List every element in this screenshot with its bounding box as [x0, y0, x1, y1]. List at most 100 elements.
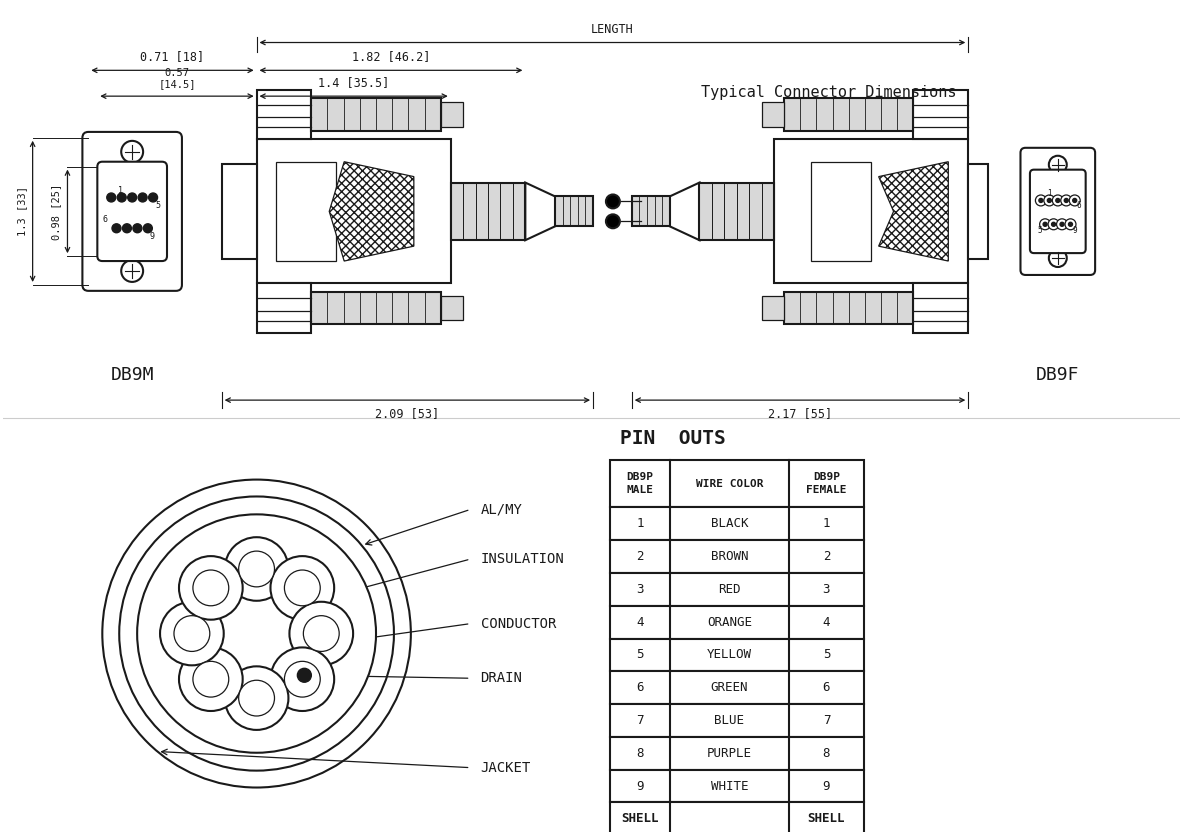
Polygon shape — [329, 162, 414, 261]
Bar — [762, 103, 784, 127]
Circle shape — [1039, 199, 1043, 202]
Circle shape — [1056, 219, 1067, 230]
Text: DB9M: DB9M — [110, 367, 154, 384]
Circle shape — [284, 570, 321, 605]
Circle shape — [606, 215, 620, 228]
Bar — [774, 139, 968, 283]
Text: 9: 9 — [1073, 226, 1077, 235]
Text: CONDUCTOR: CONDUCTOR — [480, 616, 556, 630]
Text: DB9P
FEMALE: DB9P FEMALE — [806, 473, 847, 495]
Bar — [441, 103, 463, 127]
Circle shape — [112, 224, 121, 233]
Text: 6: 6 — [1077, 201, 1081, 210]
Circle shape — [1069, 195, 1080, 206]
Text: 1.3 [33]: 1.3 [33] — [17, 186, 27, 236]
Text: 8: 8 — [822, 746, 830, 760]
Text: 1: 1 — [636, 518, 644, 530]
Bar — [968, 164, 988, 259]
Text: PURPLE: PURPLE — [707, 746, 752, 760]
FancyBboxPatch shape — [97, 162, 167, 261]
Text: LENGTH: LENGTH — [592, 23, 634, 36]
Circle shape — [1053, 195, 1064, 206]
Text: 1.82 [46.2]: 1.82 [46.2] — [351, 50, 431, 63]
Text: 9: 9 — [822, 780, 830, 792]
Text: 2: 2 — [822, 550, 830, 563]
Circle shape — [1047, 199, 1052, 202]
Text: 7: 7 — [636, 714, 644, 727]
Bar — [913, 283, 968, 333]
Polygon shape — [525, 183, 555, 240]
Text: 9: 9 — [636, 780, 644, 792]
Bar — [610, 639, 864, 671]
Circle shape — [160, 602, 224, 665]
Polygon shape — [670, 183, 699, 240]
Circle shape — [271, 556, 334, 620]
Circle shape — [193, 661, 228, 697]
Circle shape — [137, 514, 376, 753]
Text: WIRE COLOR: WIRE COLOR — [696, 478, 763, 488]
Circle shape — [1035, 195, 1046, 206]
Circle shape — [225, 666, 289, 730]
Circle shape — [119, 497, 394, 771]
Circle shape — [290, 602, 353, 665]
Text: 5: 5 — [636, 649, 644, 661]
Text: JACKET: JACKET — [480, 761, 531, 775]
Text: 8: 8 — [636, 746, 644, 760]
Bar — [699, 183, 774, 240]
Circle shape — [239, 681, 274, 716]
Circle shape — [1049, 249, 1067, 267]
Bar — [311, 99, 441, 130]
Text: 1: 1 — [118, 185, 123, 195]
Circle shape — [1055, 199, 1060, 202]
Circle shape — [1073, 199, 1077, 202]
Text: ORANGE: ORANGE — [707, 615, 752, 629]
Circle shape — [102, 479, 411, 787]
Text: SHELL: SHELL — [621, 812, 659, 825]
Text: 2.17 [55]: 2.17 [55] — [768, 407, 832, 420]
Text: 0.98 [25]: 0.98 [25] — [52, 183, 62, 240]
Text: 1.4 [35.5]: 1.4 [35.5] — [318, 76, 389, 89]
FancyBboxPatch shape — [83, 132, 182, 291]
Circle shape — [1043, 222, 1047, 226]
Circle shape — [271, 647, 334, 711]
Text: 1: 1 — [1047, 190, 1052, 199]
Bar — [610, 736, 864, 770]
Circle shape — [303, 615, 340, 651]
Circle shape — [106, 193, 116, 202]
Text: SHELL: SHELL — [808, 812, 845, 825]
Circle shape — [1065, 219, 1077, 230]
Bar — [610, 704, 864, 736]
Circle shape — [121, 260, 143, 282]
Circle shape — [239, 551, 274, 587]
FancyBboxPatch shape — [1021, 148, 1095, 275]
Bar — [610, 508, 864, 540]
Text: WHITE: WHITE — [711, 780, 748, 792]
Circle shape — [143, 224, 153, 233]
Text: 2.09 [53]: 2.09 [53] — [375, 407, 439, 420]
Circle shape — [1043, 195, 1055, 206]
Text: 6: 6 — [822, 681, 830, 694]
Text: DRAIN: DRAIN — [480, 671, 523, 686]
Bar — [441, 296, 463, 321]
Bar — [451, 183, 525, 240]
Circle shape — [179, 647, 243, 711]
Bar — [610, 770, 864, 802]
Text: Typical Connector Dimensions: Typical Connector Dimensions — [702, 84, 957, 99]
Circle shape — [149, 193, 157, 202]
Circle shape — [1040, 219, 1051, 230]
Text: 6: 6 — [103, 215, 108, 225]
Text: 7: 7 — [822, 714, 830, 727]
Text: 5: 5 — [155, 201, 160, 210]
Circle shape — [225, 537, 289, 600]
Bar — [257, 139, 451, 283]
Text: DB9P
MALE: DB9P MALE — [626, 473, 653, 495]
Bar — [610, 671, 864, 704]
Text: INSULATION: INSULATION — [480, 552, 564, 566]
Text: YELLOW: YELLOW — [707, 649, 752, 661]
Bar — [311, 292, 441, 324]
Circle shape — [193, 570, 228, 605]
Bar — [913, 89, 968, 139]
Circle shape — [1061, 195, 1072, 206]
Text: 9: 9 — [150, 232, 155, 241]
Text: 0.71 [18]: 0.71 [18] — [141, 50, 205, 63]
